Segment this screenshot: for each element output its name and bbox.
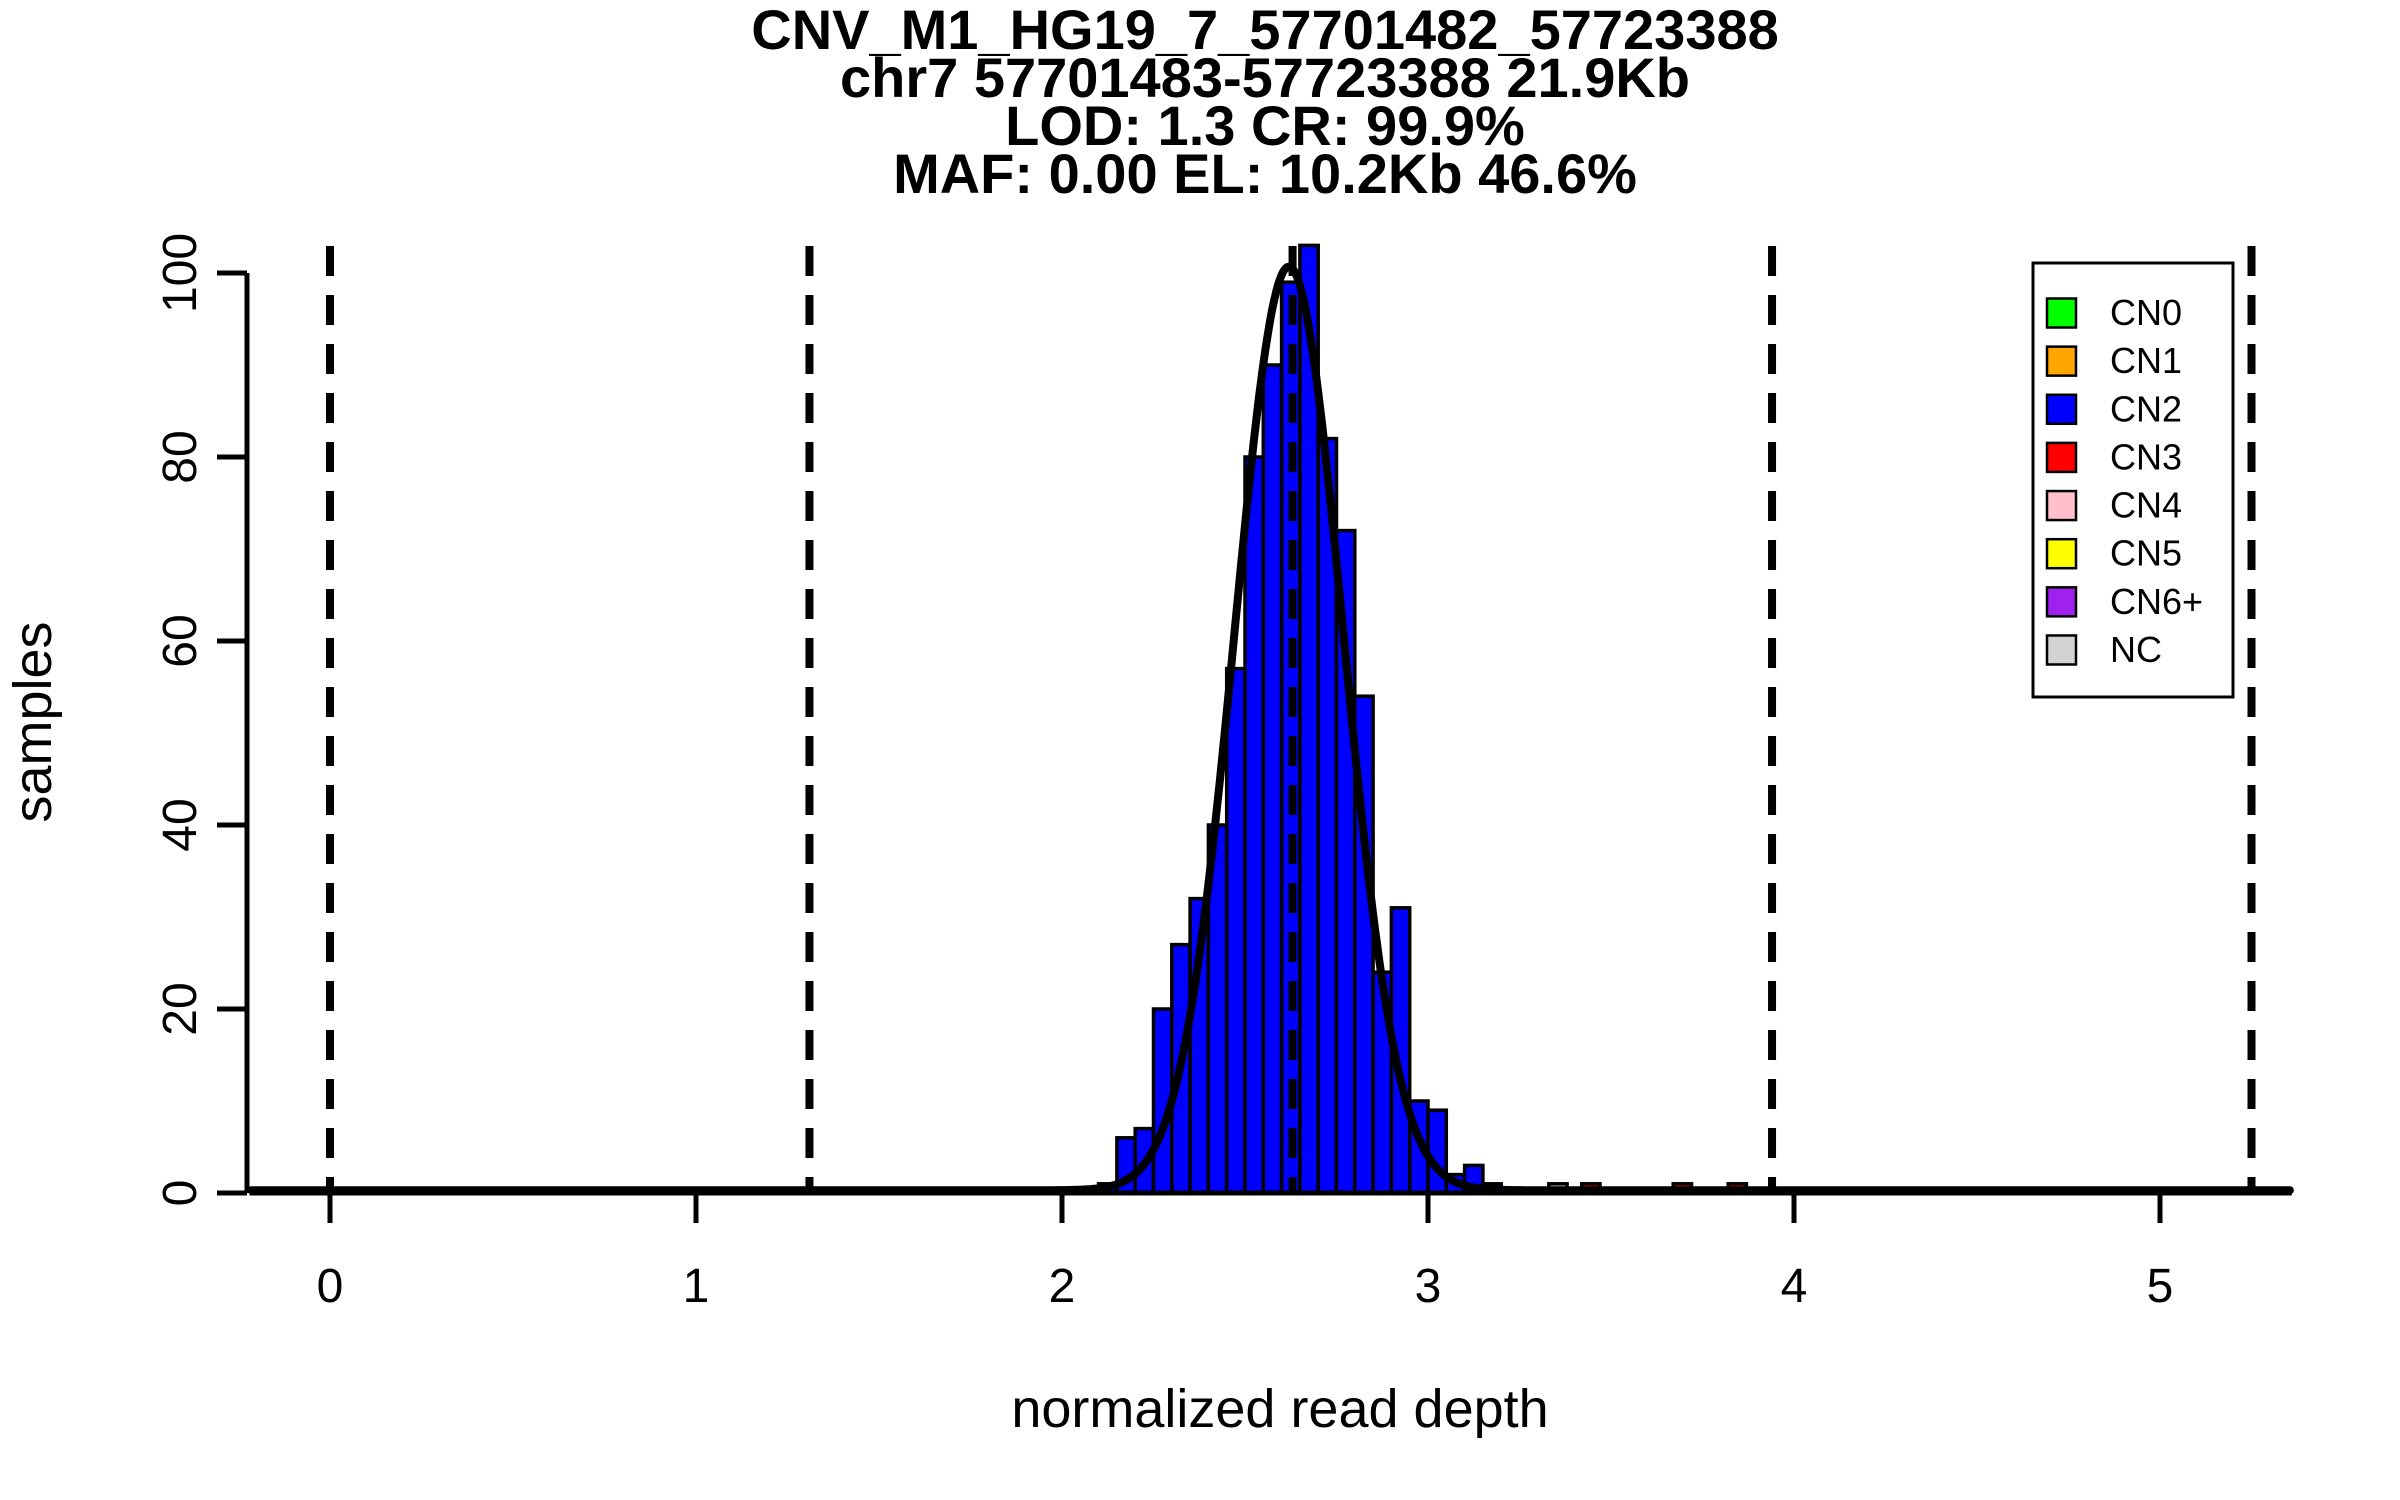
hist-bar-cn2 <box>1261 363 1284 1195</box>
hist-bar-cn2 <box>1243 455 1266 1195</box>
legend-label-cn0: CN0 <box>2110 292 2182 333</box>
title-line-lod-cr: LOD: 1.3 CR: 99.9% <box>1005 94 1525 157</box>
x-tick-label: 3 <box>1415 1260 1442 1313</box>
y-tick-label: 0 <box>154 1180 207 1207</box>
legend-label-nc: NC <box>2110 629 2162 670</box>
x-tick-label: 5 <box>2147 1260 2174 1313</box>
legend-label-cn1: CN1 <box>2110 340 2182 381</box>
density-curve <box>247 262 2294 1195</box>
title-line-maf-el: MAF: 0.00 EL: 10.2Kb 46.6% <box>893 142 1637 205</box>
y-tick-label: 20 <box>154 982 207 1035</box>
y-tick-label: 80 <box>154 430 207 483</box>
legend-label-cn2: CN2 <box>2110 388 2182 429</box>
x-tick-label: 1 <box>683 1260 710 1313</box>
legend-label-cn3: CN3 <box>2110 436 2182 477</box>
legend-label-cn5: CN5 <box>2110 533 2182 574</box>
legend-swatch-cn2 <box>2045 393 2078 426</box>
hist-bar-cn2 <box>1224 666 1247 1195</box>
legend-label-cn6plus: CN6+ <box>2110 581 2203 622</box>
x-tick-label: 4 <box>1781 1260 1808 1313</box>
legend-swatch-cn6plus <box>2045 586 2078 618</box>
legend-swatch-nc <box>2045 634 2078 666</box>
figure-title-block: CNV_M1_HG19_7_57701482_57723388 chr7 577… <box>240 0 2290 205</box>
legend-swatch-cn1 <box>2045 345 2078 377</box>
legend-swatch-cn5 <box>2045 537 2078 570</box>
x-axis-label: normalized read depth <box>1011 1379 1549 1439</box>
y-tick-label: 100 <box>154 233 207 313</box>
title-line-region: chr7 57701483-57723388 21.9Kb <box>839 46 1690 109</box>
legend-swatch-cn4 <box>2045 489 2078 522</box>
legend-label-cn4: CN4 <box>2110 485 2182 526</box>
y-tick-label: 40 <box>154 798 207 851</box>
title-line-cnv-id: CNV_M1_HG19_7_57701482_57723388 <box>751 0 1779 61</box>
y-tick-label: 60 <box>154 614 207 667</box>
x-tick-label: 0 <box>317 1260 344 1313</box>
legend-swatch-cn3 <box>2045 441 2078 474</box>
legend-box <box>2031 261 2235 699</box>
hist-bar-cn2 <box>1426 1108 1449 1195</box>
legend-swatch-cn0 <box>2045 297 2078 329</box>
x-tick-label: 2 <box>1049 1260 1076 1313</box>
